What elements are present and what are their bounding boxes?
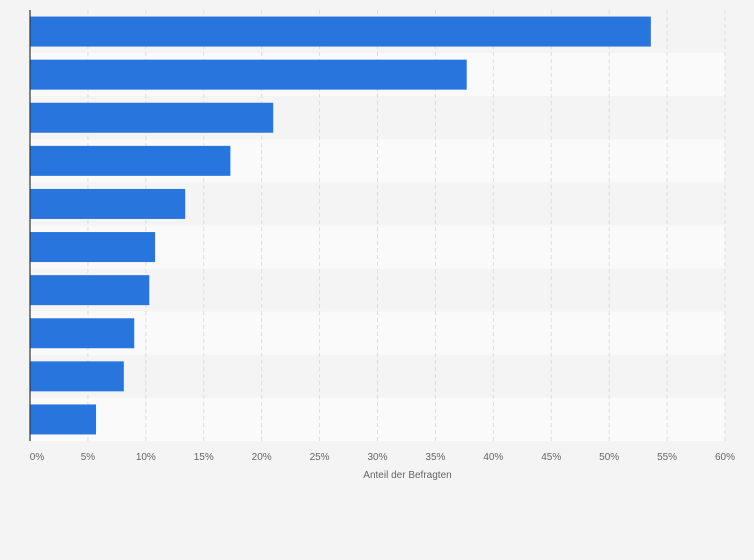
x-tick-label: 15% <box>194 452 214 463</box>
x-tick-label: 40% <box>483 452 503 463</box>
x-tick-label: 5% <box>81 452 96 463</box>
x-tick-label: 0% <box>30 452 45 463</box>
x-tick-label: 25% <box>310 452 330 463</box>
x-tick-label: 30% <box>367 452 387 463</box>
x-tick-label: 10% <box>136 452 156 463</box>
bars <box>30 16 651 435</box>
bar[interactable] <box>30 145 231 176</box>
bar[interactable] <box>30 361 124 392</box>
x-tick-label: 60% <box>715 452 735 463</box>
bar[interactable] <box>30 59 467 90</box>
bar[interactable] <box>30 16 651 47</box>
x-tick-label: 55% <box>657 452 677 463</box>
bar[interactable] <box>30 318 135 349</box>
x-tick-label: 20% <box>252 452 272 463</box>
bar[interactable] <box>30 232 156 263</box>
x-tick-label: 50% <box>599 452 619 463</box>
bar[interactable] <box>30 188 186 219</box>
x-tick-label: 35% <box>425 452 445 463</box>
bar[interactable] <box>30 404 97 435</box>
x-axis-title: Anteil der Befragten <box>363 470 451 481</box>
bar[interactable] <box>30 102 274 133</box>
x-axis-tick-labels: 0% 5% 10% 15% 20% 25% 30% 35% 40% 45% 50% 55% 60% <box>30 452 735 463</box>
x-tick-label: 45% <box>541 452 561 463</box>
bar[interactable] <box>30 275 150 306</box>
